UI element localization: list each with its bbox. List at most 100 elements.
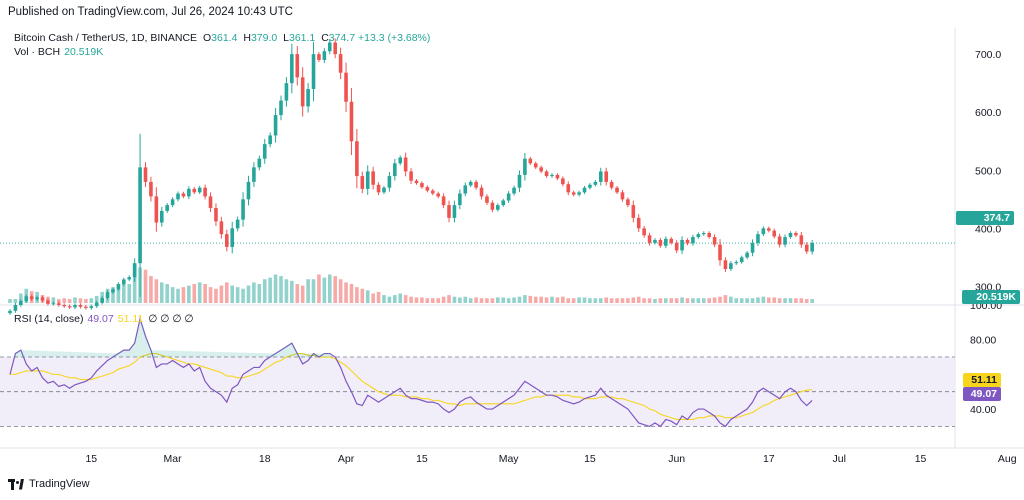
candle-body — [658, 239, 663, 246]
candle-body — [94, 302, 99, 307]
volume-bar — [181, 287, 186, 303]
candle-body — [138, 167, 142, 264]
volume-bar — [718, 296, 722, 303]
volume-bar — [387, 296, 392, 303]
tradingview-logo[interactable]: TradingView — [8, 478, 90, 490]
candle-body — [365, 171, 370, 189]
time-tick-label: May — [499, 453, 520, 465]
candle-body — [170, 199, 175, 206]
time-tick-label: Mar — [164, 453, 183, 465]
candle-body — [544, 171, 549, 177]
candle-body — [246, 181, 251, 200]
candle-body — [344, 72, 348, 102]
time-tick-label: 15 — [416, 453, 428, 465]
volume-bar — [51, 297, 56, 303]
volume-bar — [127, 284, 132, 303]
volume-bar — [598, 298, 603, 303]
candle-body — [707, 232, 711, 238]
volume-label: Vol · BCH — [14, 46, 61, 58]
candle-body — [691, 237, 695, 244]
volume-bar — [544, 297, 549, 303]
volume-bar — [582, 297, 587, 303]
candle-body — [626, 199, 630, 206]
candle-body — [290, 54, 294, 84]
candle-body — [701, 232, 706, 235]
time-tick-label: Jul — [833, 453, 846, 465]
candle-body — [550, 174, 554, 177]
candle-body — [149, 181, 153, 197]
volume-bar — [604, 297, 608, 303]
volume-bar — [62, 298, 66, 303]
rsi-tag: 49.07 — [963, 387, 1001, 401]
tradingview-logo-icon — [8, 478, 24, 490]
candle-body — [8, 310, 12, 314]
volume-bar — [349, 284, 354, 303]
volume-bar — [712, 297, 717, 303]
candle-body — [490, 202, 495, 210]
volume-bar — [268, 277, 272, 303]
candle-body — [425, 187, 430, 191]
candle-body — [116, 284, 121, 290]
candle-body — [615, 187, 619, 193]
volume-bar — [284, 279, 289, 303]
low-value: 361.1 — [288, 32, 316, 44]
volume-bar — [176, 288, 180, 303]
price-tick-label: 600.0 — [975, 107, 1001, 119]
volume-bar — [279, 276, 283, 303]
volume-bar — [300, 285, 305, 303]
volume-bar — [517, 296, 522, 303]
candle-body — [631, 205, 636, 218]
volume-bar — [788, 298, 793, 303]
volume-bar — [441, 296, 446, 303]
close-label: C — [321, 32, 329, 44]
candle-body — [300, 77, 305, 107]
volume-bar — [311, 279, 316, 303]
volume-bar — [73, 297, 77, 303]
candle-body — [273, 115, 278, 136]
candle-body — [203, 187, 207, 197]
volume-bar — [707, 298, 711, 303]
rsi-line — [9, 316, 813, 428]
candle-body — [566, 184, 571, 193]
time-tick-label: 15 — [85, 453, 97, 465]
candle-body — [235, 219, 240, 229]
candle-body — [609, 181, 614, 188]
volume-bar — [474, 297, 478, 303]
candle-body — [165, 205, 169, 211]
candle-body — [561, 178, 565, 185]
candle-body — [382, 187, 386, 193]
rsi-tick-label: 80.00 — [970, 335, 996, 347]
candle-body — [414, 180, 419, 184]
candle-body — [777, 236, 782, 245]
volume-bar — [739, 298, 744, 303]
volume-bar — [810, 299, 814, 303]
candle-body — [284, 83, 289, 101]
volume-bar — [783, 298, 787, 303]
candle-body — [111, 289, 115, 293]
candle-body — [620, 192, 625, 200]
candle-body — [360, 176, 365, 189]
volume-bar — [430, 298, 435, 303]
volume-bar — [67, 299, 72, 303]
volume-bar — [219, 285, 224, 303]
candle-body — [295, 54, 300, 78]
volume-bar — [94, 295, 99, 303]
published-caption: Published on TradingView.com, Jul 26, 20… — [8, 6, 293, 18]
volume-bar — [154, 279, 159, 303]
candle-body — [729, 263, 733, 269]
candle-body — [317, 54, 321, 60]
time-tick-label: Apr — [338, 453, 355, 465]
volume-bar — [664, 298, 668, 303]
candle-body — [327, 42, 332, 52]
volume-bar — [696, 298, 701, 303]
candle-body — [664, 238, 668, 246]
candle-body — [761, 228, 766, 235]
volume-bar — [338, 279, 343, 303]
volume-bar — [485, 298, 489, 303]
candle-body — [788, 232, 793, 238]
volume-bar — [501, 297, 506, 303]
volume-bar — [78, 298, 83, 303]
volume-bar — [197, 282, 202, 303]
volume-bar — [414, 297, 419, 303]
